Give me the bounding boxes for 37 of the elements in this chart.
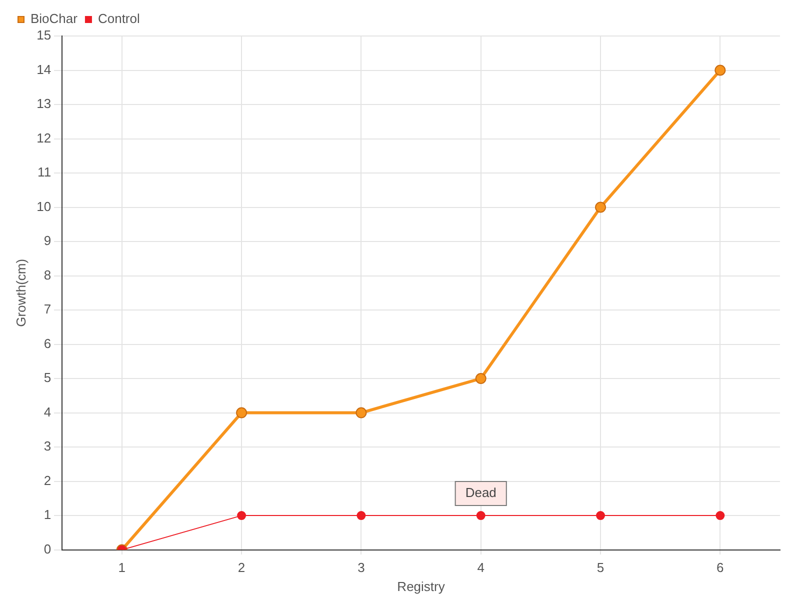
legend-label: Control xyxy=(98,11,140,26)
y-tick-label: 0 xyxy=(44,541,52,556)
y-tick-label: 7 xyxy=(44,302,52,317)
y-tick-label: 14 xyxy=(36,62,52,77)
x-tick-label: 1 xyxy=(118,560,126,576)
point xyxy=(716,511,725,520)
y-tick-label: 9 xyxy=(44,233,52,248)
y-axis-title: Growth(cm) xyxy=(13,258,28,327)
x-tick-label: 4 xyxy=(477,560,484,576)
point xyxy=(596,511,606,520)
y-tick-label: 5 xyxy=(44,370,52,386)
x-tick-label: 3 xyxy=(358,560,365,576)
y-tick-label: 10 xyxy=(36,198,52,214)
point xyxy=(714,64,726,76)
legend-label: BioChar xyxy=(30,11,78,26)
y-tick-label: 15 xyxy=(36,28,52,43)
x-tick-label: 5 xyxy=(596,560,604,576)
y-tick-label: 6 xyxy=(44,336,52,351)
point xyxy=(475,373,486,384)
point xyxy=(237,511,246,520)
x-axis-title: Registry xyxy=(397,578,446,594)
annotation: Dead xyxy=(465,485,496,500)
y-tick-label: 8 xyxy=(44,267,52,282)
x-tick-label: 6 xyxy=(716,560,724,576)
point xyxy=(356,407,367,418)
y-tick-label: 3 xyxy=(44,438,52,454)
y-tick-label: 13 xyxy=(36,96,52,112)
point xyxy=(476,511,486,520)
point xyxy=(356,511,366,520)
point xyxy=(236,407,248,418)
y-tick-label: 2 xyxy=(44,472,52,488)
y-tick-label: 11 xyxy=(38,164,52,180)
y-tick-label: 4 xyxy=(44,404,52,420)
y-tick-label: 1 xyxy=(44,507,52,522)
x-tick-label: 2 xyxy=(238,560,246,576)
y-tick-label: 12 xyxy=(36,130,52,146)
point xyxy=(595,202,606,213)
